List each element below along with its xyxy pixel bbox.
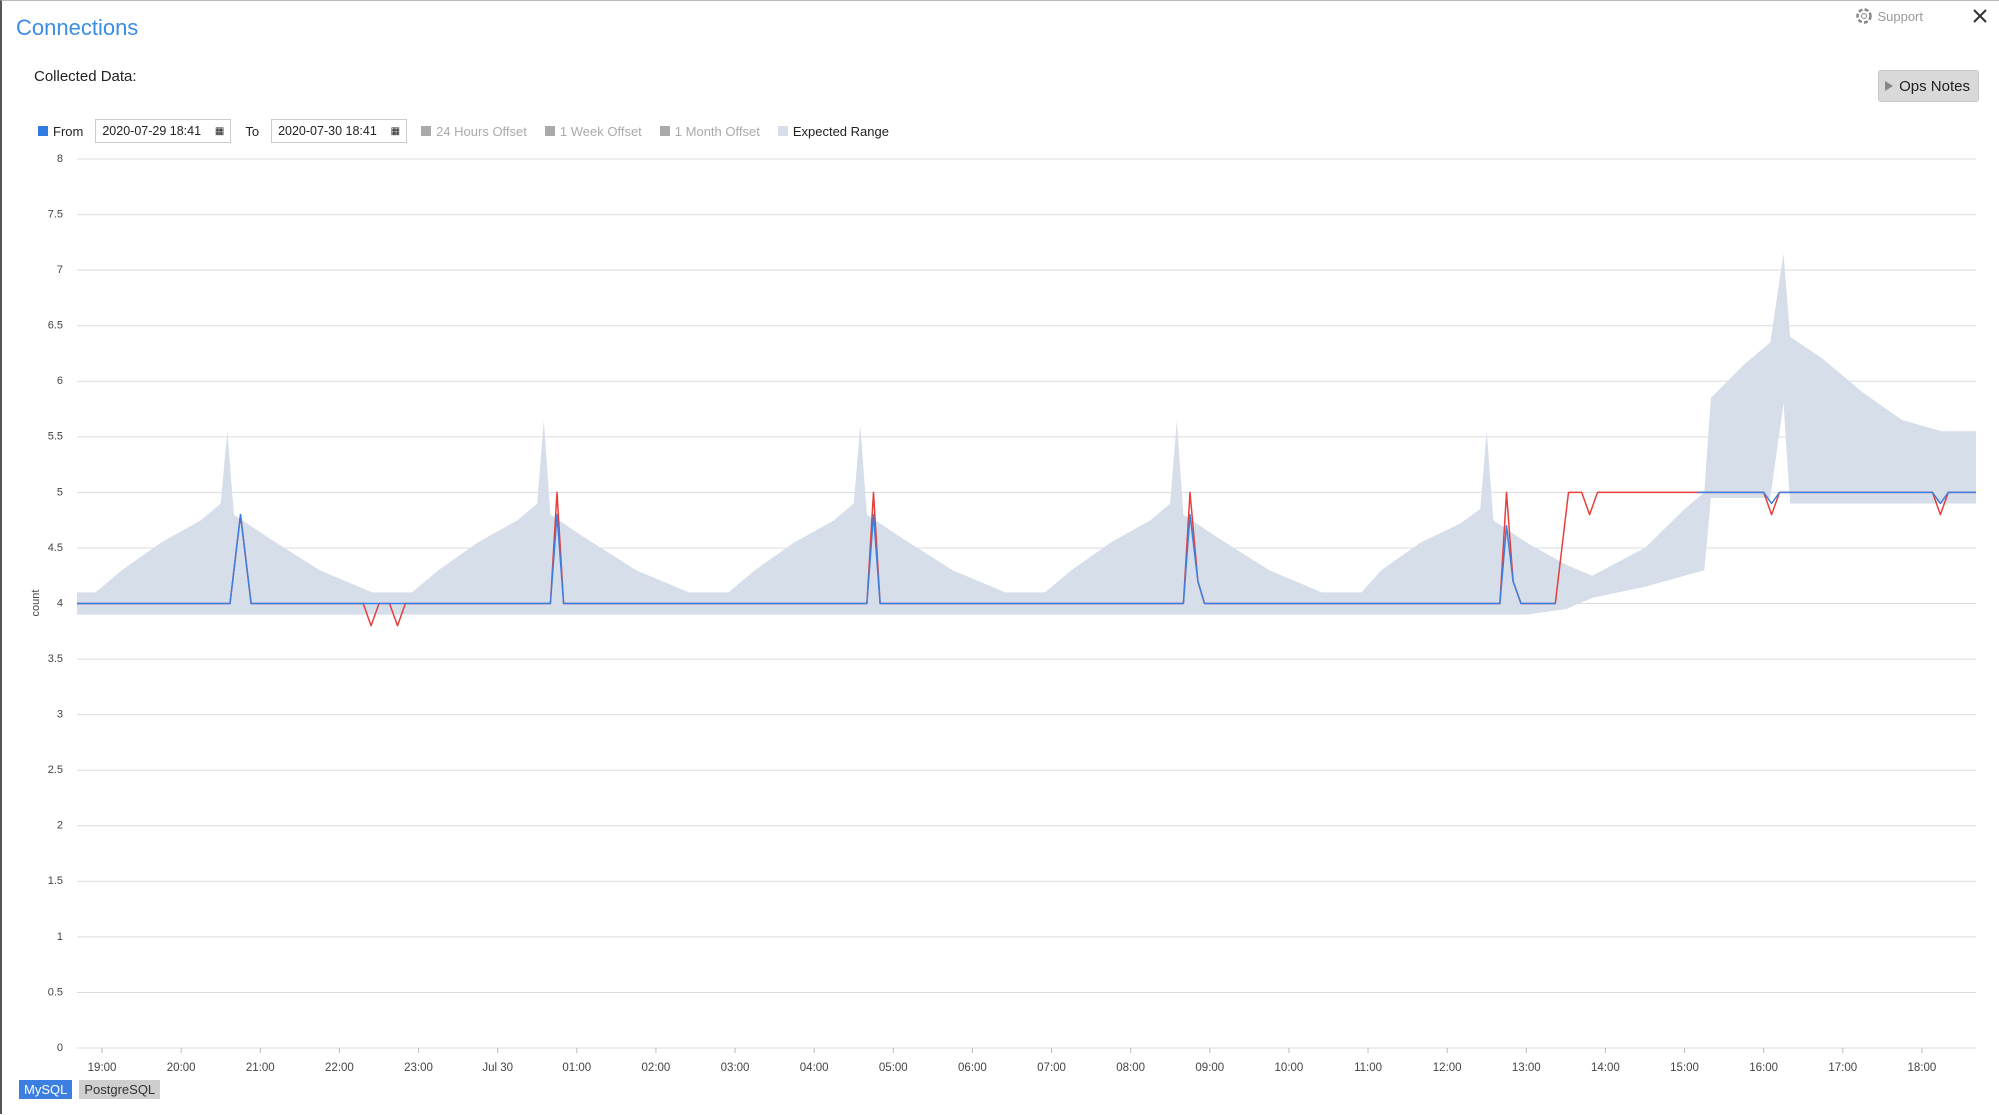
- calendar-icon[interactable]: ▦: [390, 125, 401, 137]
- x-tick-label: 19:00: [88, 1062, 117, 1074]
- y-tick-label: 3.5: [48, 653, 63, 665]
- y-tick-label: 0: [57, 1042, 63, 1054]
- range-label[interactable]: Expected Range: [792, 123, 889, 139]
- x-tick-label: Jul 30: [482, 1062, 513, 1074]
- x-tick-label: 23:00: [404, 1062, 433, 1074]
- x-tick-label: 20:00: [167, 1062, 196, 1074]
- from-date[interactable]: 2020-07-29 18:41: [102, 124, 202, 138]
- close-button[interactable]: [1971, 7, 1989, 25]
- support-link[interactable]: Support: [1856, 8, 1923, 24]
- y-axis-label: count: [30, 590, 42, 617]
- x-tick-label: 11:00: [1354, 1062, 1382, 1074]
- x-tick-label: 05:00: [879, 1062, 908, 1074]
- y-tick-label: 5: [57, 486, 63, 498]
- ops-notes-button[interactable]: Ops Notes: [1878, 70, 1979, 102]
- x-tick-label: 15:00: [1670, 1062, 1699, 1074]
- offset-label[interactable]: 24 Hours Offset: [436, 123, 527, 139]
- calendar-icon[interactable]: ▦: [214, 125, 225, 137]
- to-date[interactable]: 2020-07-30 18:41: [278, 124, 377, 138]
- y-tick-label: 6.5: [48, 320, 63, 332]
- y-tick-label: 8: [57, 153, 63, 165]
- section-label: Collected Data:: [34, 68, 137, 85]
- y-tick-label: 5.5: [48, 431, 63, 443]
- from-swatch: [38, 126, 48, 136]
- offset-label[interactable]: 1 Month Offset: [674, 123, 760, 139]
- series-line: [77, 491, 1976, 605]
- y-tick-label: 2.5: [48, 764, 63, 776]
- support-icon: [1856, 8, 1873, 24]
- toolbar: From 2020-07-29 18:41 ▦ To 2020-07-30 18:…: [38, 118, 907, 144]
- legend: MySQL PostgreSQL: [19, 1080, 161, 1099]
- x-tick-label: 21:00: [246, 1062, 275, 1074]
- expected-range: [77, 253, 1976, 615]
- y-tick-label: 6: [57, 375, 63, 387]
- x-tick-label: 14:00: [1591, 1062, 1620, 1074]
- x-tick-label: 01:00: [562, 1062, 591, 1074]
- from-label: From: [53, 123, 84, 139]
- x-tick-label: 18:00: [1908, 1062, 1937, 1074]
- y-tick-label: 4: [57, 597, 63, 609]
- y-tick-label: 4.5: [48, 542, 63, 554]
- y-tick-label: 7: [57, 264, 63, 276]
- x-tick-label: 04:00: [800, 1062, 829, 1074]
- x-tick-label: 17:00: [1828, 1062, 1857, 1074]
- y-tick-label: 7.5: [48, 208, 63, 220]
- dialog-title: Connections: [16, 15, 139, 40]
- x-tick-label: 07:00: [1037, 1062, 1066, 1074]
- from-date-input[interactable]: 2020-07-29 18:41 ▦: [95, 119, 232, 143]
- x-tick-label: 12:00: [1433, 1062, 1462, 1074]
- x-tick-label: 13:00: [1512, 1062, 1541, 1074]
- to-label: To: [245, 123, 260, 139]
- x-tick-label: 10:00: [1275, 1062, 1304, 1074]
- offset-toggle[interactable]: 1 Month Offset: [659, 123, 760, 139]
- y-tick-label: 2: [57, 820, 63, 832]
- range-toggle[interactable]: Expected Range: [777, 123, 889, 139]
- y-tick-label: 0.5: [48, 986, 63, 998]
- y-tick-label: 1.5: [48, 875, 63, 887]
- expand-icon: [1885, 81, 1894, 91]
- y-tick-label: 3: [57, 709, 63, 721]
- x-tick-label: 16:00: [1749, 1062, 1778, 1074]
- ops-notes-text[interactable]: Ops Notes: [1899, 77, 1970, 95]
- x-tick-label: 22:00: [325, 1062, 354, 1074]
- y-tick-label: 1: [57, 931, 63, 943]
- support-text[interactable]: Support: [1877, 8, 1923, 24]
- x-tick-label: 06:00: [958, 1062, 987, 1074]
- x-tick-label: 02:00: [642, 1062, 671, 1074]
- legend-entry[interactable]: MySQL: [19, 1080, 73, 1099]
- x-tick-label: 09:00: [1195, 1062, 1224, 1074]
- to-date-input[interactable]: 2020-07-30 18:41 ▦: [271, 119, 408, 143]
- x-tick-label: 08:00: [1116, 1062, 1145, 1074]
- x-tick-label: 03:00: [721, 1062, 750, 1074]
- legend-entry[interactable]: PostgreSQL: [79, 1080, 161, 1099]
- offset-label[interactable]: 1 Week Offset: [559, 123, 642, 139]
- offset-toggle[interactable]: 1 Week Offset: [544, 123, 642, 139]
- offset-toggle[interactable]: 24 Hours Offset: [421, 124, 527, 139]
